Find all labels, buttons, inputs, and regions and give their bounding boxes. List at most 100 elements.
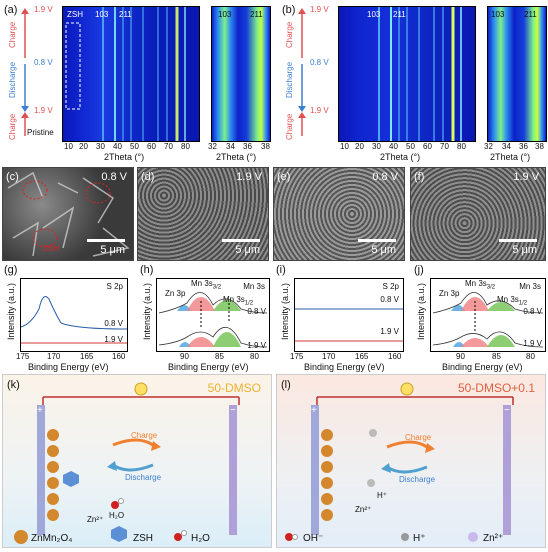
- panel-label-h: (h): [140, 264, 154, 276]
- xps-chart-g: S 2p 0.8 V 1.9 V: [20, 278, 128, 352]
- panel-label-k: (k): [7, 379, 20, 391]
- scale-bar: [358, 239, 396, 242]
- legend-oh: OH⁻: [303, 533, 324, 544]
- panel-label-j: (j): [414, 264, 424, 276]
- peak-label-211: 211: [250, 10, 263, 19]
- voltage-tick: 1.9 V: [310, 5, 329, 14]
- series-label-0.8V: 0.8 V: [380, 295, 399, 304]
- chart-title: Mn 3s: [519, 282, 541, 291]
- charge-axis-label: Charge: [8, 21, 17, 48]
- series-label-0.8V: 0.8 V: [247, 307, 266, 316]
- h-ion-label: H⁺: [377, 491, 387, 500]
- voltage-tick: 0.8 V: [310, 58, 329, 67]
- xrd-a-zoom-xlabel: 2Theta (°): [216, 152, 257, 162]
- peak-label-mn12: Mn 3s1/2: [497, 295, 528, 307]
- charge-axis-label: Charge: [285, 21, 294, 48]
- charge-label: Charge: [131, 431, 158, 440]
- xps-i-plot: [295, 308, 403, 342]
- legend-znmn2o4: ZnMn₂O₄: [31, 533, 73, 544]
- cycle-arrows: [21, 8, 29, 136]
- zsh-tag: ZSH: [43, 244, 59, 253]
- xps-h-xlabel: Binding Energy (eV): [168, 362, 249, 372]
- series-label-0.8V: 0.8 V: [523, 307, 542, 316]
- voltage-tick: 0.8 V: [34, 58, 53, 67]
- peak-label-zn3p: Zn 3p: [165, 289, 186, 298]
- cathode-sign: −: [230, 405, 236, 416]
- xps-j-xlabel: Binding Energy (eV): [442, 362, 523, 372]
- charge-label: Charge: [405, 433, 432, 442]
- xrd-zoom-a: 103 211: [211, 6, 271, 142]
- zn-ion-label: Zn²⁺: [355, 505, 372, 514]
- xrd-b-zoom-xlabel: 2Theta (°): [490, 152, 531, 162]
- panel-label-c: (c): [6, 171, 19, 183]
- scale-label: 5 μm: [235, 244, 260, 256]
- panel-label-f: (f): [414, 171, 425, 183]
- series-label-1.9V: 1.9 V: [104, 335, 123, 344]
- panel-label-d: (d): [141, 171, 155, 183]
- chart-title: S 2p: [106, 282, 123, 291]
- panel-label-g: (g): [4, 264, 18, 276]
- peak-label-211: 211: [119, 10, 132, 19]
- charge-axis-label: Charge: [285, 113, 294, 140]
- series-label-0.8V: 0.8 V: [104, 319, 123, 328]
- schematic-k-art: [14, 382, 240, 544]
- xrd-a-xlabel: 2Theta (°): [104, 152, 145, 162]
- sem-image-f: (f) 1.9 V 5 μm: [410, 167, 546, 261]
- peak-label-211: 211: [393, 10, 406, 19]
- peak-label-mn32: Mn 3s3/2: [465, 279, 496, 291]
- xrd-heatmap-a: ZSH 103 211: [62, 6, 200, 142]
- xrd-heatmap-b: 103 211: [338, 6, 476, 142]
- discharge-axis-label: Discharge: [285, 61, 294, 98]
- xrd-zoom-b: 103 211: [487, 6, 547, 142]
- charge-axis-label: Charge: [8, 113, 17, 140]
- xps-chart-j: Mn 3s Zn 3p Mn 3s3/2 Mn 3s1/2 0.8 V 1.9 …: [430, 278, 546, 352]
- xps-h-plot: [158, 292, 268, 348]
- xrd-a-lines: [65, 7, 186, 141]
- peak-label-103: 103: [491, 10, 505, 19]
- xps-i-ylabel: Intensity (a.u.): [280, 282, 290, 340]
- peak-label-103: 103: [218, 10, 232, 19]
- sem-voltage: 1.9 V: [513, 171, 539, 183]
- xrd-b-xlabel: 2Theta (°): [380, 152, 421, 162]
- schematic-title: 50-DMSO+0.1: [457, 381, 535, 395]
- sem-voltage: 0.8 V: [101, 171, 127, 183]
- xrd-b-lines: [378, 7, 462, 141]
- panel-label-i: (i): [276, 264, 286, 276]
- chart-title: S 2p: [382, 282, 399, 291]
- xps-chart-h: Mn 3s Zn 3p Mn 3s3/2 Mn 3s1/2 0.8 V 1.9 …: [156, 278, 270, 352]
- xps-j-plot: [432, 292, 544, 348]
- discharge-axis-label: Discharge: [8, 61, 17, 98]
- peak-label-mn32: Mn 3s3/2: [191, 279, 222, 291]
- xps-g-plot: [20, 296, 128, 344]
- schematic-k: (k) 50-DMSO + − Charge Discharge H₂O Zn²…: [2, 374, 272, 548]
- discharge-label: Discharge: [399, 475, 436, 484]
- xps-j-ylabel: Intensity (a.u.): [416, 282, 426, 340]
- chart-title: Mn 3s: [243, 282, 265, 291]
- panel-label-e: (e): [277, 171, 291, 183]
- xps-i-xlabel: Binding Energy (eV): [304, 362, 385, 372]
- zn-ion-label: Zn²⁺: [87, 515, 104, 524]
- sem-image-d: (d) 1.9 V 5 μm: [137, 167, 269, 261]
- panel-label-a: (a): [4, 4, 18, 16]
- sem-voltage: 0.8 V: [372, 171, 398, 183]
- panel-label-l: (l): [281, 379, 291, 391]
- series-label-1.9V: 1.9 V: [247, 341, 266, 350]
- sem-voltage: 1.9 V: [236, 171, 262, 183]
- voltage-tick: 1.9 V: [34, 5, 53, 14]
- xps-h-ylabel: Intensity (a.u.): [142, 282, 152, 340]
- legend-zsh: ZSH: [133, 533, 153, 544]
- scale-label: 5 μm: [100, 244, 125, 256]
- zsh-label: ZSH: [67, 10, 83, 19]
- schematic-l-art: [285, 382, 514, 542]
- xps-g-ylabel: Intensity (a.u.): [6, 282, 16, 340]
- cathode-sign: −: [504, 405, 510, 416]
- legend-zn: Zn²⁺: [483, 533, 504, 544]
- anode-sign: +: [311, 405, 317, 416]
- peak-label-211: 211: [524, 10, 537, 19]
- peak-label-103: 103: [95, 10, 109, 19]
- series-label-1.9V: 1.9 V: [380, 327, 399, 336]
- voltage-tick: 1.9 V: [310, 106, 329, 115]
- series-label-1.9V: 1.9 V: [523, 339, 542, 348]
- schematic-title: 50-DMSO: [207, 381, 261, 395]
- sem-image-e: (e) 0.8 V 5 μm: [273, 167, 405, 261]
